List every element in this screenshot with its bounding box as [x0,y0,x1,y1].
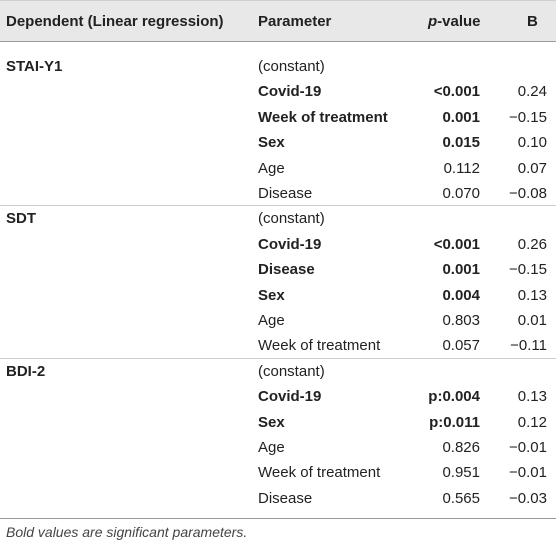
header-parameter: Parameter [258,13,332,30]
pvalue-cell: 0.004 [442,286,480,304]
table-row: Covid-19 <0.001 0.26 [0,232,556,257]
parameter-cell: Sex [258,413,285,431]
b-cell: 0.13 [517,286,547,304]
b-cell: 0.07 [517,159,547,177]
b-cell: 0.26 [517,235,547,253]
table-row: Disease 0.565 −0.03 [0,486,556,511]
table-row: Disease 0.070 −0.08 [0,181,556,206]
pvalue-cell: 0.015 [442,134,480,152]
parameter-cell: Covid-19 [258,235,322,253]
dependent-cell: SDT [6,210,36,228]
parameter-cell: (constant) [258,210,325,228]
table-footnote: Bold values are significant parameters. [6,524,248,540]
pvalue-cell: 0.565 [442,489,480,507]
pvalue-cell: 0.057 [442,337,480,355]
pvalue-cell: p:0.011 [429,413,480,431]
table-bottom-rule [0,518,556,519]
b-cell: 0.10 [517,134,547,152]
pvalue-cell: 0.826 [442,439,480,456]
table-row: Sex 0.004 0.13 [0,283,556,308]
parameter-cell: Age [258,159,285,177]
table-row: STAI-Y1 (constant) [0,54,556,79]
table-row: Sex 0.015 0.10 [0,130,556,155]
b-cell: −0.01 [509,464,547,482]
parameter-cell: Disease [258,261,315,279]
pvalue-cell: 0.001 [442,108,480,126]
table-row: SDT (constant) [0,206,556,231]
table-row: Week of treatment 0.001 −0.15 [0,105,556,130]
table-row: Age 0.112 0.07 [0,156,556,181]
parameter-cell: Covid-19 [258,83,322,101]
table-row: Covid-19 p:0.004 0.13 [0,384,556,409]
parameter-cell: (constant) [258,362,325,380]
pvalue-cell: <0.001 [433,83,480,101]
header-pvalue-italic: p [428,13,438,30]
pvalue-cell: 0.112 [443,159,480,177]
b-cell: 0.13 [517,388,547,406]
table-header: Dependent (Linear regression) Parameter … [0,0,556,42]
table-row: Age 0.826 −0.01 [0,435,556,460]
parameter-cell: Sex [258,134,285,152]
table-row: Week of treatment 0.951 −0.01 [0,460,556,485]
table-row: Sex p:0.011 0.12 [0,410,556,435]
pvalue-cell: <0.001 [433,235,480,253]
b-cell: 0.01 [517,312,547,329]
header-dependent: Dependent (Linear regression) [6,13,224,30]
header-b: B [527,13,538,30]
header-pvalue: p-value [428,13,481,30]
b-cell: 0.24 [517,83,547,101]
table-row: Covid-19 <0.001 0.24 [0,79,556,104]
pvalue-cell: 0.803 [442,312,480,329]
pvalue-cell: 0.001 [442,261,480,279]
parameter-cell: Age [258,439,285,456]
b-cell: −0.15 [509,261,547,279]
parameter-cell: Covid-19 [258,388,322,406]
table-row: Age 0.803 0.01 [0,308,556,333]
b-cell: −0.01 [509,439,547,456]
b-cell: 0.12 [517,413,547,431]
parameter-cell: Disease [258,489,313,507]
b-cell: −0.03 [509,489,547,507]
dependent-cell: STAI-Y1 [6,58,63,75]
parameter-cell: Week of treatment [258,464,381,482]
pvalue-cell: 0.070 [442,185,480,202]
parameter-cell: (constant) [258,58,325,75]
table-row: Disease 0.001 −0.15 [0,257,556,282]
b-cell: −0.15 [509,108,547,126]
table-row: Week of treatment 0.057 −0.11 [0,333,556,358]
group-separator [0,205,556,207]
b-cell: −0.08 [509,185,547,202]
dependent-cell: BDI-2 [6,362,46,380]
pvalue-cell: 0.951 [442,464,480,482]
parameter-cell: Disease [258,185,313,202]
parameter-cell: Age [258,312,285,329]
pvalue-cell: p:0.004 [428,388,480,406]
parameter-cell: Week of treatment [258,337,381,355]
b-cell: −0.11 [510,337,547,355]
table-row: BDI-2 (constant) [0,359,556,384]
group-separator [0,357,556,359]
parameter-cell: Week of treatment [258,108,388,126]
parameter-cell: Sex [258,286,285,304]
header-pvalue-rest: -value [437,13,481,30]
